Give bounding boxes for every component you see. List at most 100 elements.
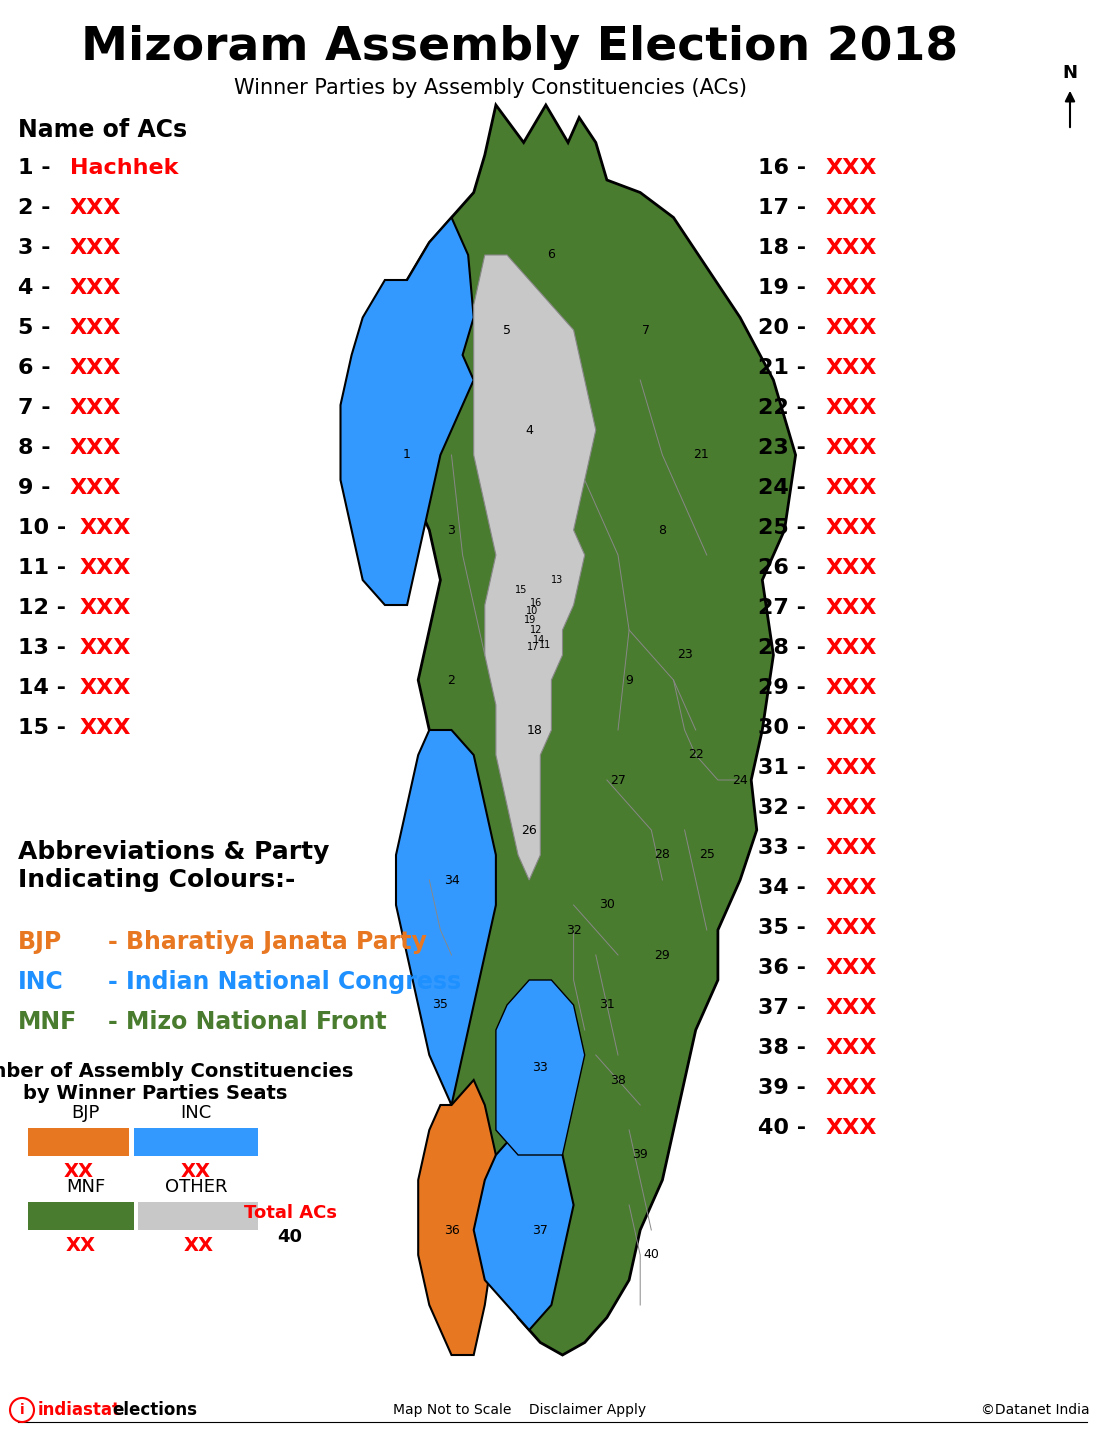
Bar bbox=[138, 1202, 257, 1231]
Text: OTHER: OTHER bbox=[165, 1177, 228, 1196]
Text: 29: 29 bbox=[654, 948, 671, 961]
Text: 28: 28 bbox=[654, 849, 671, 862]
Text: XXX: XXX bbox=[70, 278, 122, 298]
Text: XXX: XXX bbox=[827, 197, 877, 218]
Text: XXX: XXX bbox=[827, 598, 877, 618]
Text: XXX: XXX bbox=[827, 438, 877, 458]
Text: 18 -: 18 - bbox=[758, 238, 807, 258]
Text: 34: 34 bbox=[443, 873, 460, 886]
Text: XXX: XXX bbox=[70, 238, 122, 258]
Text: 17: 17 bbox=[527, 643, 539, 653]
Text: 16 -: 16 - bbox=[758, 159, 807, 179]
Text: XXX: XXX bbox=[70, 197, 122, 218]
Text: 3 -: 3 - bbox=[18, 238, 51, 258]
Text: XX: XX bbox=[183, 1236, 213, 1255]
Text: 27 -: 27 - bbox=[758, 598, 806, 618]
Text: - Indian National Congress: - Indian National Congress bbox=[108, 970, 461, 994]
Text: 7 -: 7 - bbox=[18, 398, 51, 418]
Text: 5: 5 bbox=[503, 323, 511, 337]
Text: 40: 40 bbox=[643, 1248, 660, 1261]
Text: 26 -: 26 - bbox=[758, 558, 806, 578]
Text: 6 -: 6 - bbox=[18, 357, 51, 378]
Text: Number of Assembly Constituencies
by Winner Parties Seats: Number of Assembly Constituencies by Win… bbox=[0, 1062, 354, 1102]
Text: 18: 18 bbox=[527, 723, 543, 736]
Text: 26: 26 bbox=[522, 823, 537, 836]
Text: 29 -: 29 - bbox=[758, 679, 806, 697]
Text: 23 -: 23 - bbox=[758, 438, 806, 458]
Text: XXX: XXX bbox=[70, 438, 122, 458]
Text: XXX: XXX bbox=[80, 558, 131, 578]
Text: 39 -: 39 - bbox=[758, 1078, 806, 1098]
Text: 38 -: 38 - bbox=[758, 1038, 806, 1058]
Text: XXX: XXX bbox=[827, 839, 877, 857]
Text: XXX: XXX bbox=[827, 718, 877, 738]
Text: 40 -: 40 - bbox=[758, 1118, 807, 1138]
Text: 2: 2 bbox=[448, 673, 455, 686]
Text: 9: 9 bbox=[625, 673, 633, 686]
Text: 1 -: 1 - bbox=[18, 159, 51, 179]
Text: XX: XX bbox=[64, 1161, 94, 1182]
Text: 32 -: 32 - bbox=[758, 798, 806, 818]
Text: XXX: XXX bbox=[80, 517, 131, 537]
Text: XXX: XXX bbox=[70, 357, 122, 378]
Text: INC: INC bbox=[18, 970, 64, 994]
Text: MNF: MNF bbox=[66, 1177, 105, 1196]
Text: Hachhek: Hachhek bbox=[70, 159, 178, 179]
Text: 8: 8 bbox=[659, 523, 666, 536]
Polygon shape bbox=[385, 105, 796, 1355]
Polygon shape bbox=[474, 255, 596, 880]
Text: XXX: XXX bbox=[80, 638, 131, 659]
Polygon shape bbox=[340, 218, 474, 605]
Text: Total ACs: Total ACs bbox=[243, 1205, 337, 1222]
Text: 34 -: 34 - bbox=[758, 878, 806, 898]
Text: 4: 4 bbox=[525, 424, 533, 437]
Text: 11: 11 bbox=[538, 640, 551, 650]
Text: i: i bbox=[20, 1404, 24, 1417]
Text: 33 -: 33 - bbox=[758, 839, 806, 857]
Text: ©Datanet India: ©Datanet India bbox=[981, 1404, 1090, 1417]
Text: BJP: BJP bbox=[72, 1104, 99, 1123]
Polygon shape bbox=[396, 731, 496, 1105]
Text: 2 -: 2 - bbox=[18, 197, 51, 218]
Text: 25 -: 25 - bbox=[758, 517, 806, 537]
Text: 22: 22 bbox=[687, 748, 704, 761]
Text: BJP: BJP bbox=[18, 929, 62, 954]
Polygon shape bbox=[474, 1130, 573, 1330]
Text: 31 -: 31 - bbox=[758, 758, 806, 778]
Text: 10 -: 10 - bbox=[18, 517, 66, 537]
Text: 5 -: 5 - bbox=[18, 318, 51, 339]
Text: 15 -: 15 - bbox=[18, 718, 66, 738]
Text: XXX: XXX bbox=[827, 999, 877, 1017]
Bar bbox=[28, 1202, 134, 1231]
Text: Mizoram Assembly Election 2018: Mizoram Assembly Election 2018 bbox=[82, 26, 958, 71]
Text: 30: 30 bbox=[599, 899, 614, 912]
Text: MNF: MNF bbox=[18, 1010, 77, 1035]
Text: 21: 21 bbox=[693, 448, 709, 461]
Text: XXX: XXX bbox=[70, 398, 122, 418]
Text: XXX: XXX bbox=[827, 478, 877, 499]
Text: 13: 13 bbox=[550, 575, 564, 585]
Text: XXX: XXX bbox=[827, 159, 877, 179]
Text: XXX: XXX bbox=[827, 558, 877, 578]
Text: - Bharatiya Janata Party: - Bharatiya Janata Party bbox=[108, 929, 427, 954]
Text: 11 -: 11 - bbox=[18, 558, 66, 578]
Text: XXX: XXX bbox=[827, 278, 877, 298]
Text: XXX: XXX bbox=[80, 598, 131, 618]
Text: 7: 7 bbox=[642, 323, 650, 337]
Text: XXX: XXX bbox=[827, 1038, 877, 1058]
Text: 39: 39 bbox=[632, 1148, 648, 1161]
Text: 12: 12 bbox=[529, 625, 543, 635]
Text: 14: 14 bbox=[533, 635, 545, 646]
Text: XXX: XXX bbox=[827, 798, 877, 818]
Text: 35: 35 bbox=[432, 999, 449, 1012]
Text: - Mizo National Front: - Mizo National Front bbox=[108, 1010, 387, 1035]
Text: 33: 33 bbox=[533, 1061, 548, 1074]
Polygon shape bbox=[496, 980, 585, 1156]
Text: XXX: XXX bbox=[70, 318, 122, 339]
Text: 1: 1 bbox=[403, 448, 411, 461]
Text: 37: 37 bbox=[533, 1223, 548, 1236]
Text: XXX: XXX bbox=[70, 478, 122, 499]
Text: 14 -: 14 - bbox=[18, 679, 66, 697]
Text: XXX: XXX bbox=[80, 679, 131, 697]
Text: XXX: XXX bbox=[827, 958, 877, 978]
